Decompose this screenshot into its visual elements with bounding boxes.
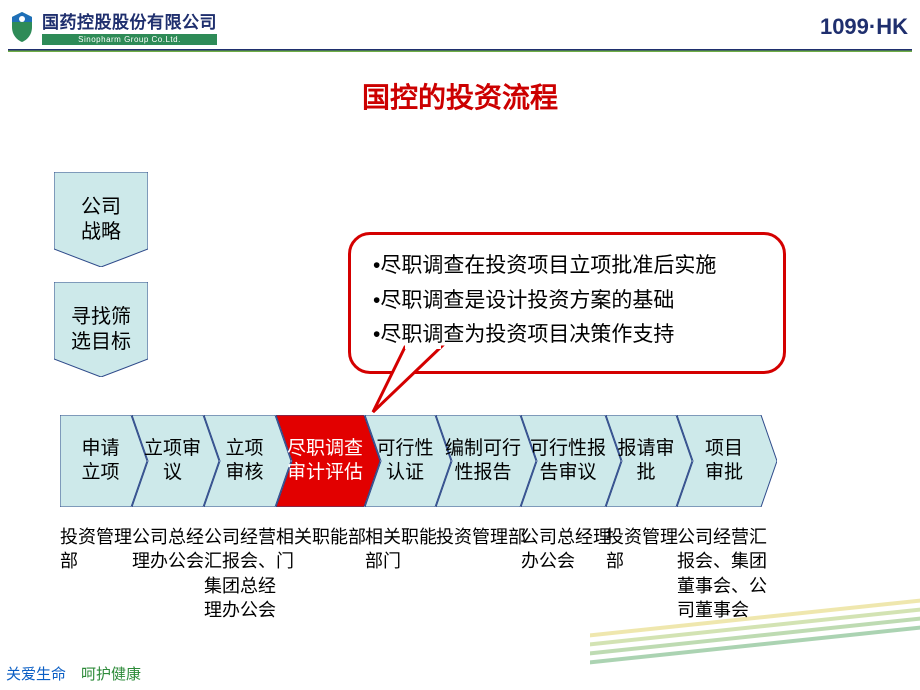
callout-line-1: •尽职调查是设计投资方案的基础 bbox=[373, 284, 761, 319]
company-name-cn: 国药控股股份有限公司 bbox=[42, 8, 217, 33]
callout-box: •尽职调查在投资项目立项批准后实施•尽职调查是设计投资方案的基础•尽职调查为投资… bbox=[348, 232, 786, 374]
department-labels: 投资管理部公司总经理办公会公司经营汇报会、集团总经理办公会相关职能部门相关职能部… bbox=[60, 525, 777, 622]
process-flow: 申请 立项立项审 议立项 审核尽职调查 审计评估可行性 认证编制可行 性报告可行… bbox=[60, 415, 777, 507]
callout-line-0: •尽职调查在投资项目立项批准后实施 bbox=[373, 249, 761, 284]
callout-line-2: •尽职调查为投资项目决策作支持 bbox=[373, 318, 761, 353]
slogan-part-1: 关爱生命 bbox=[6, 667, 66, 683]
header: 国药控股股份有限公司 Sinopharm Group Co.Ltd. 1099·… bbox=[0, 0, 920, 49]
slogan-part-2: 呵护健康 bbox=[81, 667, 141, 683]
stock-ticker: 1099·HK bbox=[820, 14, 908, 40]
page-title: 国控的投资流程 bbox=[0, 76, 920, 116]
vertical-step-0: 公司 战略 bbox=[54, 172, 148, 267]
footer-slogan: 关爱生命 呵护健康 bbox=[6, 663, 141, 684]
company-name-en: Sinopharm Group Co.Ltd. bbox=[42, 34, 217, 45]
vertical-step-1: 寻找筛 选目标 bbox=[54, 282, 148, 377]
header-divider bbox=[8, 49, 912, 52]
process-step-8: 项目 审批 bbox=[677, 415, 777, 507]
footer-stripes bbox=[590, 616, 920, 656]
logo-block: 国药控股股份有限公司 Sinopharm Group Co.Ltd. bbox=[8, 8, 217, 45]
company-logo-icon bbox=[8, 10, 36, 44]
department-8: 公司经营汇报会、集团董事会、公司董事会 bbox=[677, 525, 777, 622]
